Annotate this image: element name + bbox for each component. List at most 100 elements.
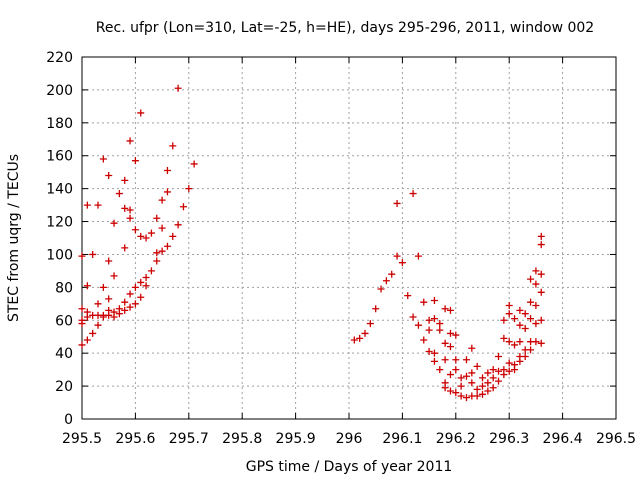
data-point [94,321,102,329]
data-point [158,224,166,232]
data-point [516,338,524,346]
data-point [436,366,444,374]
data-point [110,313,118,321]
data-point [142,234,150,242]
x-tick-label: 296.2 [436,431,476,447]
data-point [153,214,161,222]
data-point [425,348,433,356]
data-point [452,366,460,374]
data-point [489,384,497,392]
data-point [78,320,86,328]
data-point [89,250,97,258]
data-point [115,190,123,198]
y-tick-label: 40 [55,346,73,362]
data-point [126,303,134,311]
data-point [409,190,417,198]
data-point [521,325,529,332]
x-tick-label: 295.9 [276,431,316,447]
data-point [115,310,123,318]
x-tick-labels: 295.5 295.6 295.7 295.8 295.9 296 296.1 296.2 29… [62,431,636,447]
data-point [105,257,113,265]
y-tick-labels: 0 20 40 60 80 100 120 140 160 180 200 220 [46,50,73,428]
y-axis-label: STEC from uqrg / TECUs [6,154,22,322]
data-point [505,301,513,309]
x-tick-label: 295.7 [169,431,209,447]
data-point [83,201,91,209]
data-point [527,275,535,283]
data-point [409,313,417,321]
grid-lines [81,56,617,420]
data-point [532,338,540,346]
x-tick-label: 296.5 [596,431,636,447]
data-point [420,298,428,306]
x-tick-label: 296.1 [382,431,422,447]
data-point [511,366,519,374]
data-point [495,377,503,385]
data-point [377,285,385,293]
x-tick-label: 296.4 [543,431,583,447]
data-point [174,84,182,92]
data-point [462,356,470,364]
data-point [179,203,187,211]
data-point [83,313,91,321]
data-point [78,305,86,313]
data-point [185,185,193,193]
data-point [105,295,113,303]
data-point [137,109,145,117]
data-point [505,367,513,375]
data-point [137,293,145,301]
data-point [527,346,535,354]
data-point [462,372,470,380]
data-point [404,292,412,300]
data-point [382,277,390,285]
data-point [121,244,129,252]
data-point [131,226,139,234]
data-point [99,313,107,321]
data-point [537,232,545,240]
x-tick-label: 296 [336,431,363,447]
data-point [430,349,438,357]
data-point [142,282,150,290]
data-point [441,339,449,347]
data-point [468,369,476,377]
x-axis-label: GPS time / Days of year 2011 [246,459,453,475]
data-point [366,320,374,328]
data-point [537,270,545,278]
y-tick-label: 220 [46,50,73,66]
data-point [356,334,364,342]
data-point [121,204,129,212]
y-tick-label: 200 [46,83,73,99]
data-point [521,352,529,360]
data-point [350,336,358,344]
data-point [430,357,438,365]
data-point [388,270,396,278]
data-point [537,241,545,249]
data-point [78,341,86,349]
data-point [83,336,91,344]
data-point [532,301,540,309]
data-point [489,366,497,374]
data-point [505,310,513,318]
data-point [484,379,492,387]
y-tick-label: 180 [46,116,73,132]
data-point [537,316,545,324]
data-point [441,305,449,313]
data-point [110,272,118,280]
data-point [468,379,476,387]
data-point [131,300,139,308]
data-point [121,176,129,184]
data-point [473,392,481,400]
data-point [527,298,535,306]
axis-ticks [81,56,617,420]
data-point [126,290,134,298]
chart-title: Rec. ufpr (Lon=310, Lat=-25, h=HE), days… [96,20,594,36]
data-point [163,188,171,196]
data-point [121,298,129,306]
y-tick-label: 160 [46,149,73,165]
data-point [479,382,486,390]
data-point [500,316,508,324]
y-tick-label: 100 [46,247,73,263]
data-point [414,252,422,260]
data-point [121,306,129,314]
